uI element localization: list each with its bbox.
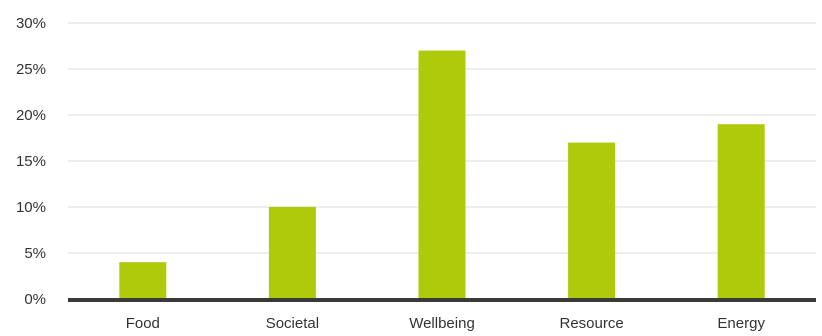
y-tick-label: 5% (24, 245, 46, 262)
x-tick-label: Resource (559, 315, 623, 332)
y-tick-label: 30% (16, 15, 46, 32)
y-tick-label: 20% (16, 107, 46, 124)
y-tick-label: 10% (16, 199, 46, 216)
x-tick-label: Societal (266, 315, 319, 332)
bars (119, 50, 765, 299)
x-tick-label: Food (126, 315, 160, 332)
y-tick-label: 15% (16, 153, 46, 170)
bar-resource (568, 142, 616, 299)
x-tick-label: Wellbeing (409, 315, 475, 332)
x-axis-category-labels: Food Societal Wellbeing Resource Energy (126, 315, 766, 332)
bar-wellbeing (418, 50, 466, 299)
bar-societal (268, 207, 316, 299)
y-tick-label: 25% (16, 61, 46, 78)
y-tick-label: 0% (24, 291, 46, 308)
y-axis-tick-labels: 0% 5% 10% 15% 20% 25% 30% (16, 15, 46, 308)
bar-food (119, 262, 167, 299)
x-tick-label: Energy (717, 315, 765, 332)
bar-energy (717, 124, 765, 299)
